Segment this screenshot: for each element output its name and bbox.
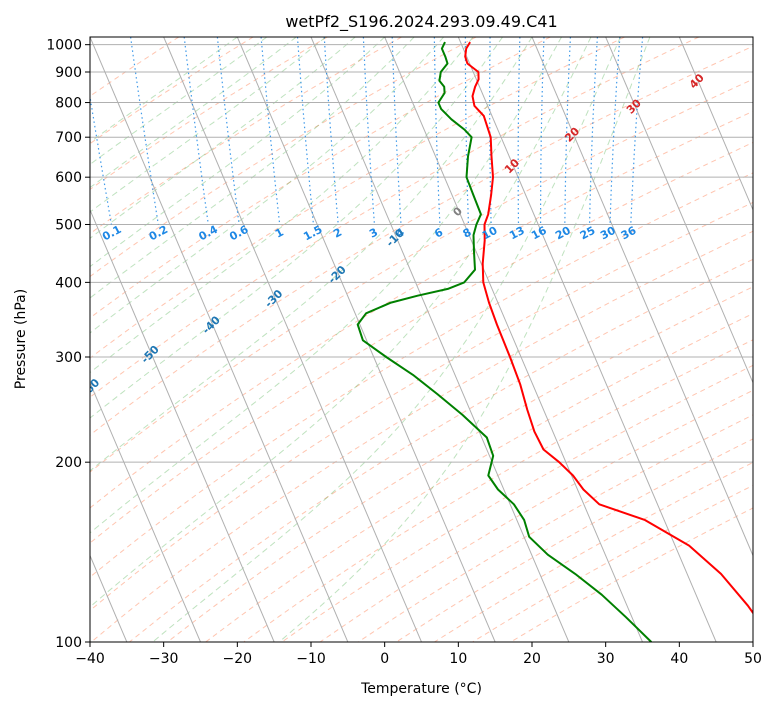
moist-adiabat	[90, 37, 356, 239]
moist-adiabat	[278, 37, 651, 642]
moist-adiabat	[90, 37, 297, 189]
axes-frame	[89, 36, 754, 643]
temperature-profile	[464, 41, 753, 615]
mixing-ratio-label: 20	[553, 224, 573, 243]
mixing-ratio-line	[362, 37, 375, 225]
dry-adiabat	[90, 37, 328, 191]
y-tick-label: 100	[55, 635, 82, 651]
dry-adiabat	[205, 313, 753, 642]
isotherm-line	[310, 37, 570, 642]
isotherm-line	[90, 381, 201, 642]
isotherm-line	[90, 208, 275, 642]
y-axis: 100 200 300 400 500 600 700 800 900 1000	[46, 38, 90, 651]
isotherm-line	[384, 37, 643, 642]
y-tick-label: 700	[55, 130, 82, 146]
moist-adiabat	[90, 37, 386, 268]
y-tick-label: 400	[55, 275, 82, 291]
mixing-ratio-line	[540, 37, 545, 225]
y-tick-label: 600	[55, 170, 82, 186]
moist-adiabat	[90, 37, 592, 608]
mixing-ratio-line	[216, 37, 240, 225]
mixing-ratio-line	[630, 37, 644, 225]
y-tick-label: 800	[55, 96, 82, 112]
y-tick-label: 200	[55, 455, 82, 471]
mixing-ratio-line	[323, 37, 339, 225]
mixing-ratio-label: 30	[598, 224, 618, 243]
chart-title: wetPf2_S196.2024.293.09.49.C41	[285, 12, 557, 32]
isotherm-line	[90, 37, 349, 642]
y-tick-label: 900	[55, 65, 82, 81]
x-axis-label: Temperature (°C)	[360, 681, 482, 697]
mixing-ratio-line	[260, 37, 281, 225]
series-layer	[356, 41, 753, 642]
isotherm-line	[236, 37, 496, 642]
mixing-ratio-line	[609, 37, 621, 225]
mixing-ratio-line	[517, 37, 521, 225]
mixing-ratio-label: 13	[507, 224, 527, 243]
dry-adiabat	[90, 45, 753, 436]
mixing-ratio-line	[296, 37, 315, 225]
dry-adiabat	[90, 37, 551, 319]
x-tick-label: −40	[75, 651, 105, 667]
x-tick-label: 40	[670, 651, 688, 667]
mixing-ratio-line	[183, 37, 209, 225]
dry-adiabat	[90, 172, 753, 578]
mixing-ratio-label: 25	[578, 224, 598, 243]
dry-adiabat	[129, 258, 753, 642]
y-tick-label: 1000	[46, 38, 82, 54]
x-axis: −40 −30 −20 −10 0 10 20 30 40 50	[75, 642, 762, 667]
isotherm-line	[678, 37, 753, 212]
x-tick-label: 30	[597, 651, 615, 667]
y-axis-label: Pressure (hPa)	[13, 289, 29, 389]
dry-adiabat	[90, 37, 477, 278]
dry-adiabat	[90, 37, 625, 359]
x-tick-label: 0	[380, 651, 389, 667]
mixing-ratio-line	[588, 37, 598, 225]
mixing-ratio-line	[433, 37, 441, 225]
x-tick-label: 10	[449, 651, 467, 667]
dry-adiabat	[90, 141, 753, 544]
mixing-ratio-line	[564, 37, 571, 225]
mixing-ratio-label: 10	[480, 224, 500, 243]
moist-adiabat	[90, 37, 327, 213]
dry-adiabat	[90, 37, 180, 97]
mixing-ratio-label: 16	[529, 224, 549, 243]
x-tick-label: 50	[744, 651, 762, 667]
isotherm-line	[457, 37, 717, 642]
x-tick-label: −10	[296, 651, 326, 667]
x-tick-label: 20	[523, 651, 541, 667]
dry-adiabat	[90, 110, 753, 509]
moist-adiabat	[90, 37, 474, 374]
moist-adiabat	[152, 37, 621, 642]
mixing-ratio-line	[489, 37, 492, 225]
plot-area: 0.10.20.40.611.52346810131620253036-100-…	[90, 37, 753, 642]
dry-adiabat	[281, 364, 753, 642]
y-tick-label: 300	[55, 350, 82, 366]
moist-adiabat	[90, 37, 533, 472]
dry-adiabat	[90, 37, 402, 235]
isotherm-line	[163, 37, 422, 642]
mixing-ratio-line	[130, 37, 159, 225]
mixing-ratio-line	[391, 37, 402, 225]
x-tick-label: −30	[149, 651, 179, 667]
isotherm-line	[531, 37, 753, 557]
dry-adiabat	[90, 201, 753, 612]
mixing-ratio-label: 36	[619, 224, 639, 243]
isotherm-line	[605, 37, 753, 384]
dewpoint-profile	[356, 41, 652, 642]
moist-adiabat	[90, 37, 503, 419]
x-tick-label: −20	[223, 651, 253, 667]
moist-adiabat	[90, 37, 562, 534]
y-tick-label: 500	[55, 217, 82, 233]
background-lines	[90, 37, 753, 642]
